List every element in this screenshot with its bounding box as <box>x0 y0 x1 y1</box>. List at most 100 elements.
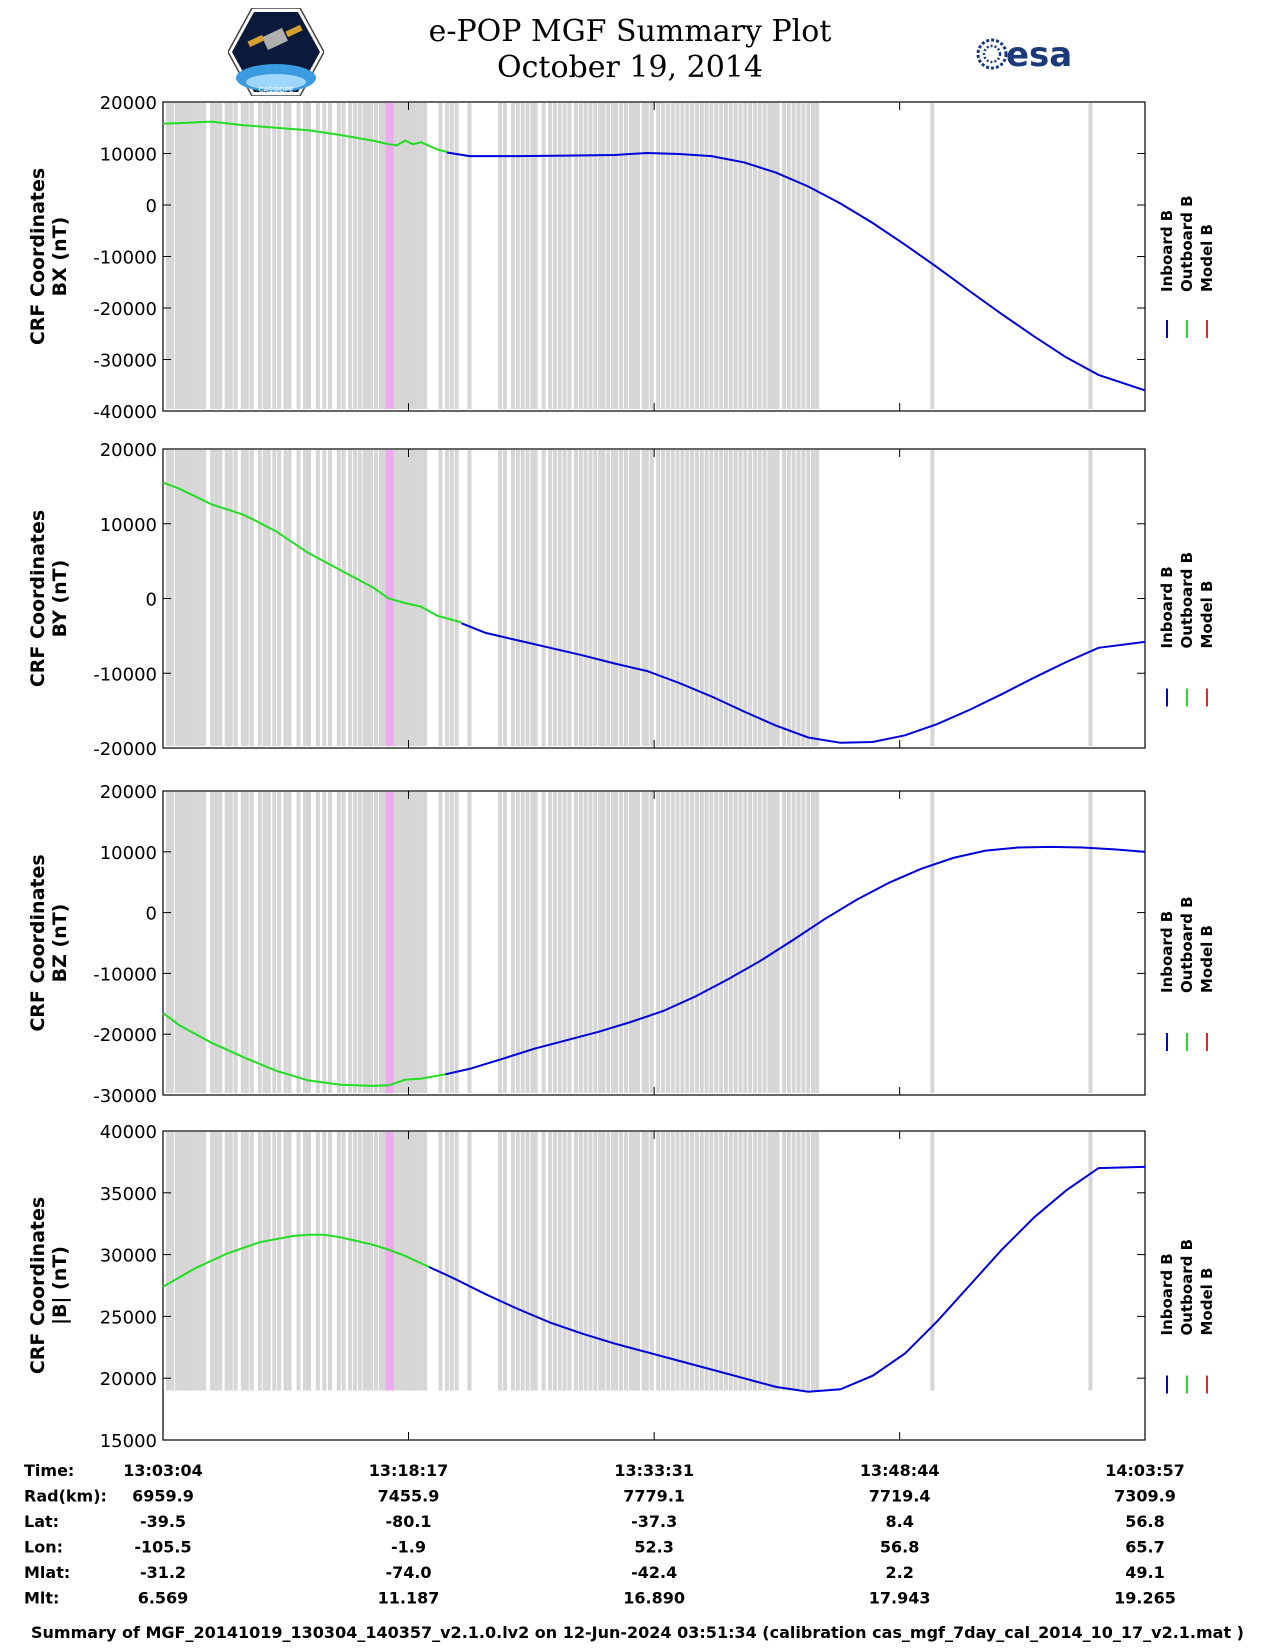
data-gap-band <box>593 792 598 1093</box>
data-gap-band <box>402 792 407 1093</box>
data-gap-band <box>704 792 709 1093</box>
data-gap-band <box>438 792 443 1093</box>
y-axis-label-line2: BX (nT) <box>49 217 71 297</box>
data-gap-band <box>357 792 362 1093</box>
data-gap-band <box>194 792 199 1093</box>
y-tick-label: 35000 <box>100 1184 157 1205</box>
data-gap-band <box>811 103 816 409</box>
data-gap-band <box>287 450 292 746</box>
data-gap-band <box>806 103 811 409</box>
panel-2: 20000 10000 0 -10000 -20000 CRF Coordinates BY… <box>27 440 1216 760</box>
data-gap-band <box>573 792 578 1093</box>
data-gap-band <box>670 792 675 1093</box>
data-gap-band <box>228 792 233 1093</box>
data-gap-band <box>177 1132 182 1391</box>
orbit-row-value: 13:33:31 <box>614 1461 694 1480</box>
title-line2: October 19, 2014 <box>497 50 763 85</box>
data-gap-band <box>240 450 245 746</box>
data-gap-band <box>767 1132 772 1391</box>
data-gap-band <box>723 450 728 746</box>
data-gap-band <box>719 1132 724 1391</box>
data-gap-band <box>628 450 633 746</box>
data-gap-band <box>631 103 636 409</box>
y-tick-label: 0 <box>146 196 157 217</box>
data-gap-band <box>699 792 704 1093</box>
legend-label: Model B <box>1198 224 1216 292</box>
data-gap-band <box>567 1132 572 1391</box>
data-gap-band <box>757 103 762 409</box>
data-gap-band <box>757 450 762 746</box>
data-gap-band <box>815 450 820 746</box>
orbit-row-value: 7719.4 <box>869 1487 931 1506</box>
data-gap-band <box>601 103 606 409</box>
data-gap-band <box>649 1132 654 1391</box>
data-gap-band <box>266 450 271 746</box>
data-gap-band <box>352 1132 357 1391</box>
cassiope-logo-icon: CASSIOPE <box>228 8 324 96</box>
data-gap-band <box>362 450 367 746</box>
series-line-outboard-b <box>162 120 448 153</box>
data-gap-band <box>198 1132 203 1391</box>
data-gap-band <box>738 103 743 409</box>
data-gap-band <box>709 1132 714 1391</box>
data-gap-band <box>791 1132 796 1391</box>
data-gap-band <box>296 792 301 1093</box>
data-gap-band <box>611 103 616 409</box>
data-gap-band <box>194 1132 199 1391</box>
data-gap-band <box>619 792 624 1093</box>
series-line-inboard-b <box>461 622 1146 744</box>
data-gap-band <box>930 450 935 746</box>
data-gap-band <box>709 450 714 746</box>
data-gap-band <box>277 450 282 746</box>
data-gap-band <box>272 450 277 746</box>
data-gap-band <box>181 1132 186 1391</box>
data-gap-band <box>181 450 186 746</box>
data-gap-band <box>636 1132 641 1391</box>
data-gap-band <box>930 1132 935 1391</box>
data-gap-band <box>467 1132 472 1391</box>
data-gap-band <box>515 450 520 746</box>
data-gap-band <box>530 450 535 746</box>
orbit-row-value: 17.943 <box>869 1589 931 1608</box>
y-axis-label-line2: BY (nT) <box>49 560 71 638</box>
data-gap-band <box>631 1132 636 1391</box>
data-gap-band <box>381 792 386 1093</box>
orbit-row-value: 13:03:04 <box>123 1461 203 1480</box>
data-gap-band <box>644 103 649 409</box>
data-gap-band <box>557 792 562 1093</box>
data-gap-band <box>224 103 229 409</box>
data-gap-band <box>796 792 801 1093</box>
data-gap-band <box>378 792 383 1093</box>
data-gap-band <box>169 1132 174 1391</box>
data-gap-band <box>272 792 277 1093</box>
data-gap-band <box>567 103 572 409</box>
data-gap-band <box>704 1132 709 1391</box>
data-gap-band <box>930 792 935 1093</box>
data-gap-band <box>277 1132 282 1391</box>
data-gap-band <box>357 103 362 409</box>
data-gap-band <box>336 103 341 409</box>
y-tick-label: 20000 <box>100 440 157 461</box>
data-gap-band <box>438 1132 443 1391</box>
data-gap-band <box>598 792 603 1093</box>
orbit-row-value: -80.1 <box>385 1512 431 1531</box>
data-gap-band <box>641 103 646 409</box>
data-gap-band <box>791 450 796 746</box>
data-gap-band <box>381 450 386 746</box>
data-gap-band <box>728 792 733 1093</box>
y-tick-label: 30000 <box>100 1246 157 1267</box>
data-gap-band <box>174 103 179 409</box>
data-gap-band <box>272 1132 277 1391</box>
data-gap-band <box>665 1132 670 1391</box>
data-gap-band <box>502 1132 507 1391</box>
data-gap-band <box>786 1132 791 1391</box>
data-gap-band <box>398 103 403 409</box>
data-gap-band <box>218 103 223 409</box>
data-gap-band <box>249 792 254 1093</box>
data-gap-band <box>583 450 588 746</box>
data-gap-band <box>498 450 503 746</box>
data-gap-band <box>775 450 780 746</box>
data-gap-band <box>644 792 649 1093</box>
data-gap-band <box>771 103 776 409</box>
data-gap-band <box>714 450 719 746</box>
